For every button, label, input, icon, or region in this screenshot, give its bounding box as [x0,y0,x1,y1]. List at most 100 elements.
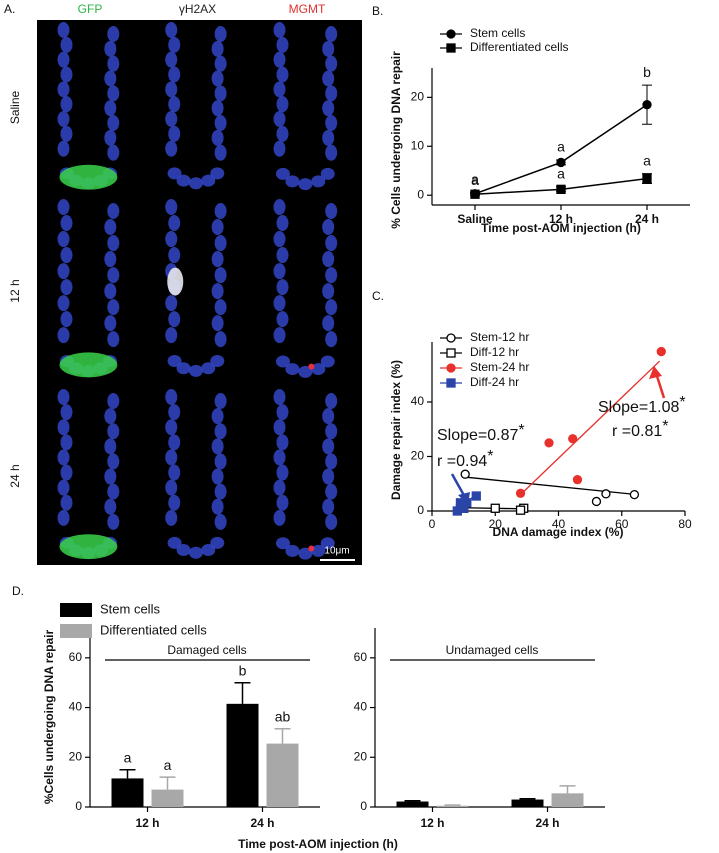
nucleus [104,408,117,425]
scale-bar-label: 10μm [324,546,349,557]
legend-label: Diff-12 hr [470,345,519,359]
nucleus [60,279,73,296]
y-tick-label: 60 [69,650,83,664]
error-bar [559,785,576,794]
legend-label: Differentiated cells [470,40,569,54]
nucleus [325,331,338,348]
nucleus [57,295,70,312]
nucleus [104,100,117,117]
micrograph-frame [37,20,362,565]
annotation: r =0.81* [612,418,669,440]
nucleus [276,311,289,328]
significance-letter: b [239,662,247,678]
annotation-mark: * [679,394,685,411]
x-tick-label: 12 h [549,212,573,226]
annotation-mark: * [487,448,493,465]
nucleus [104,129,117,146]
nucleus [165,231,178,248]
nucleus [107,55,120,72]
nucleus [168,464,181,481]
panel-label: D. [12,584,24,598]
data-point [470,189,480,199]
nucleus [285,175,300,188]
bar [266,743,299,807]
data-point [446,29,456,39]
row-label: Saline [8,90,22,124]
nucleus [165,111,178,127]
annotation: Slope=1.08* [598,394,686,416]
nucleus [107,483,120,500]
h2ax-signal [167,267,184,296]
nucleus [188,177,203,190]
nucleus [285,544,300,557]
nucleus [57,449,70,466]
row-label: 24 h [8,464,22,487]
nucleus [165,295,178,312]
nucleus [57,263,70,280]
legend-label: Diff-24 hr [470,375,519,389]
nucleus [104,498,117,515]
legend-swatch [60,624,92,638]
arrow-head [649,366,662,379]
legend-label: Stem cells [100,601,160,616]
nucleus [273,22,286,38]
y-tick-label: 40 [411,394,425,408]
data-point [601,489,611,499]
nucleus [104,70,117,87]
nucleus [107,423,120,440]
legend-label: Stem cells [470,26,525,40]
nucleus [104,251,117,268]
x-tick-label: 12 h [135,816,159,830]
gfp-signal [59,164,118,190]
nucleus [107,26,120,42]
nucleus [107,267,120,284]
significance-letter: ab [275,708,291,724]
nucleus [214,393,227,409]
nucleus [311,544,326,557]
nucleus [107,203,120,219]
nucleus [211,315,224,332]
nucleus [107,393,120,409]
nucleus [188,546,203,559]
data-point [471,491,481,501]
error-bar [404,800,421,802]
nucleus [322,70,335,87]
data-point [556,184,566,194]
nucleus [276,96,289,113]
y-tick-label: 20 [354,749,368,763]
nucleus [322,315,335,332]
nucleus [276,36,289,53]
nucleus [214,423,227,440]
nucleus [276,215,289,232]
annotation-text: r =0.81 [612,423,662,440]
nucleus [107,331,120,348]
data-point [446,333,456,343]
nucleus [273,419,286,436]
nucleus [325,26,338,42]
nucleus [320,355,335,368]
nucleus [325,423,338,440]
nucleus [165,140,178,157]
nucleus [57,111,70,127]
nucleus [214,267,227,284]
nucleus [165,51,178,68]
nucleus [320,167,335,180]
nucleus [104,40,117,57]
nucleus [211,219,224,236]
nucleus [107,115,120,131]
nucleus [325,299,338,316]
nucleus [57,51,70,68]
x-tick-label: 60 [615,517,629,531]
nucleus [325,203,338,219]
y-tick-label: 0 [360,799,367,813]
x-tick-label: 80 [678,517,692,531]
nucleus [57,199,70,215]
nucleus [168,311,181,328]
nucleus [104,315,117,332]
nucleus [60,215,73,232]
x-tick-label: 24 h [635,212,659,226]
nucleus [322,40,335,57]
annotation-text: Slope=0.87 [437,427,519,444]
nucleus [276,279,289,296]
nucleus [165,419,178,436]
